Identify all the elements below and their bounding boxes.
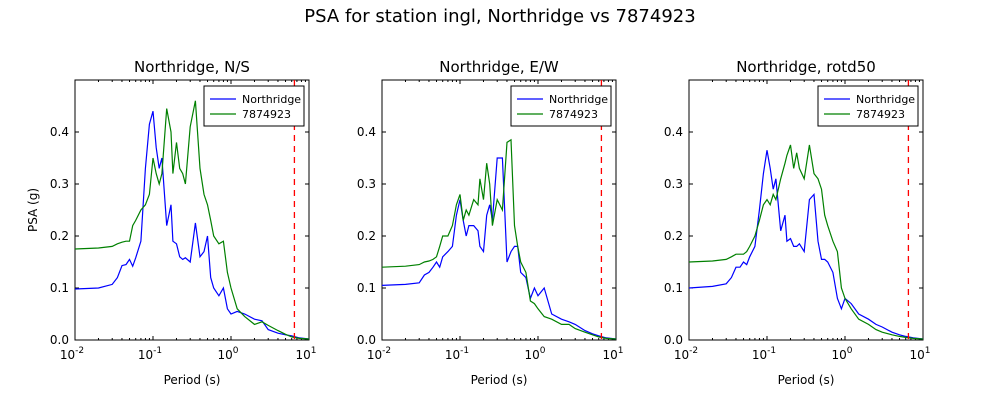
series-line-simulated — [689, 144, 923, 340]
x-tick-exponent: -1 — [153, 346, 162, 356]
y-axis-label: PSA (g) — [26, 188, 40, 232]
x-tick-base: 10 — [674, 348, 689, 362]
x-tick-exponent: -2 — [689, 346, 698, 356]
x-tick-label: 100 — [217, 346, 238, 362]
subplot-panels: Northridge, N/S10-2 10-1 100 1010.00.10.20.… — [26, 58, 931, 387]
plot-area — [689, 80, 923, 340]
legend-box — [510, 85, 612, 127]
y-tick-label: 0.3 — [664, 177, 683, 191]
x-tick-base: 10 — [138, 348, 153, 362]
x-tick-label: 101 — [295, 346, 316, 362]
x-tick-exponent: -1 — [460, 346, 469, 356]
legend-entry-label: 7874923 — [856, 108, 905, 121]
y-tick-label: 0.3 — [50, 177, 69, 191]
legend-entry-label: Northridge — [549, 93, 608, 106]
x-tick-label: 10-2 — [674, 346, 698, 362]
legend: Northridge 7874923 — [203, 85, 305, 127]
x-tick-exponent: -2 — [75, 346, 84, 356]
x-axis-label: Period (s) — [164, 373, 221, 387]
x-tick-label: 101 — [602, 346, 623, 362]
x-tick-label: 10-1 — [138, 346, 162, 362]
x-tick-label: 10-1 — [445, 346, 469, 362]
x-tick-base: 10 — [367, 348, 382, 362]
legend: Northridge 7874923 — [817, 85, 919, 127]
x-tick-exponent: 1 — [311, 346, 317, 356]
y-tick-label: 0.2 — [50, 229, 69, 243]
axes-frame — [688, 79, 924, 341]
y-tick-label: 0.1 — [664, 281, 683, 295]
subplot-title: Northridge, N/S — [134, 58, 250, 76]
y-tick-label: 0.4 — [664, 125, 683, 139]
subplot-title: Northridge, E/W — [439, 58, 559, 76]
series-line-northridge — [382, 157, 616, 340]
y-tick-label: 0.1 — [50, 281, 69, 295]
x-axis-label: Period (s) — [471, 373, 528, 387]
x-tick-base: 10 — [60, 348, 75, 362]
x-tick-base: 10 — [217, 348, 232, 362]
series-line-simulated — [75, 100, 309, 340]
x-tick-base: 10 — [831, 348, 846, 362]
x-tick-base: 10 — [524, 348, 539, 362]
x-tick-base: 10 — [295, 348, 310, 362]
x-tick-exponent: 0 — [540, 346, 546, 356]
series-line-northridge — [689, 150, 923, 340]
axes-frame — [381, 79, 617, 341]
legend-entry-label: 7874923 — [242, 108, 291, 121]
x-tick-base: 10 — [752, 348, 767, 362]
x-tick-base: 10 — [602, 348, 617, 362]
x-tick-exponent: 1 — [925, 346, 931, 356]
x-tick-base: 10 — [445, 348, 460, 362]
legend: Northridge 7874923 — [510, 85, 612, 127]
figure-title: PSA for station ingl, Northridge vs 7874… — [304, 6, 695, 27]
y-tick-label: 0.0 — [357, 333, 376, 347]
series-line-simulated — [382, 138, 616, 340]
x-tick-exponent: 1 — [618, 346, 624, 356]
subplot-2: Northridge, E/W10-2 10-1 100 1010.00.10.20.… — [357, 58, 624, 387]
x-axis-label: Period (s) — [778, 373, 835, 387]
y-tick-label: 0.3 — [357, 177, 376, 191]
x-tick-exponent: -2 — [382, 346, 391, 356]
x-tick-exponent: 0 — [847, 346, 853, 356]
axes-frame — [74, 79, 310, 341]
x-tick-exponent: 0 — [233, 346, 239, 356]
legend-box — [817, 85, 919, 127]
plot-area — [75, 80, 309, 340]
y-tick-label: 0.1 — [357, 281, 376, 295]
x-tick-label: 101 — [909, 346, 930, 362]
x-tick-label: 10-1 — [752, 346, 776, 362]
y-tick-label: 0.0 — [664, 333, 683, 347]
y-tick-label: 0.2 — [357, 229, 376, 243]
legend-entry-label: Northridge — [242, 93, 301, 106]
subplot-title: Northridge, rotd50 — [736, 58, 876, 76]
x-tick-exponent: -1 — [767, 346, 776, 356]
y-tick-label: 0.4 — [50, 125, 69, 139]
legend-entry-label: Northridge — [856, 93, 915, 106]
x-tick-base: 10 — [909, 348, 924, 362]
series-line-northridge — [75, 111, 309, 340]
x-tick-label: 10-2 — [367, 346, 391, 362]
x-tick-label: 100 — [831, 346, 852, 362]
plot-area — [382, 80, 616, 340]
y-tick-label: 0.0 — [50, 333, 69, 347]
y-tick-label: 0.2 — [664, 229, 683, 243]
legend-box — [203, 85, 305, 127]
y-tick-label: 0.4 — [357, 125, 376, 139]
subplot-1: Northridge, N/S10-2 10-1 100 1010.00.10.20.… — [26, 58, 317, 387]
legend-entry-label: 7874923 — [549, 108, 598, 121]
x-tick-label: 10-2 — [60, 346, 84, 362]
x-tick-label: 100 — [524, 346, 545, 362]
